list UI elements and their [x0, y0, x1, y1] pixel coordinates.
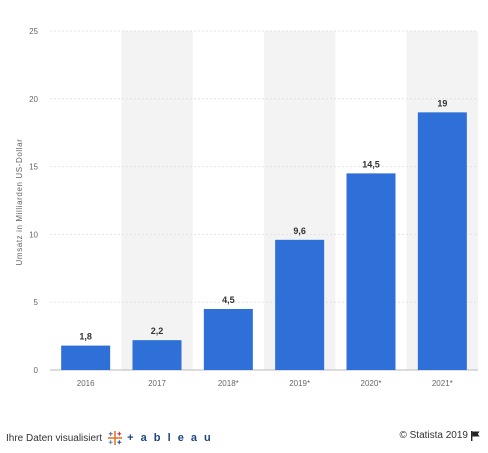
y-tick-label: 5 — [34, 298, 39, 307]
x-tick-label: 2018* — [218, 379, 239, 388]
tableau-cross-icon — [108, 431, 123, 445]
visualize-label: Ihre Daten visualisiert — [6, 432, 103, 444]
x-axis-ticks: 2016 2017 2018* 2019* 2020* 2021* — [77, 379, 453, 388]
bar[interactable] — [275, 239, 325, 370]
bar-value-label: 1,8 — [79, 332, 92, 342]
bar-value-label: 9,6 — [293, 226, 306, 236]
y-tick-label: 15 — [29, 163, 38, 172]
bar[interactable] — [61, 345, 111, 370]
bar-value-label: 14,5 — [362, 159, 380, 169]
grid-lines — [50, 30, 478, 371]
y-axis-label: Umsatz in Milliarden US-Dollar — [15, 139, 24, 266]
background-band — [121, 31, 193, 370]
y-tick-label: 25 — [29, 27, 38, 36]
x-tick-label: 2020* — [361, 379, 382, 388]
tableau-wordmark: + a b l e a u — [127, 432, 213, 444]
footer-copyright[interactable]: © Statista 2019 — [399, 430, 480, 441]
y-tick-label: 20 — [29, 95, 38, 104]
bar-value-label: 19 — [437, 98, 447, 108]
bar[interactable] — [203, 308, 253, 370]
bars — [61, 112, 467, 371]
copyright-text: © Statista 2019 — [399, 430, 468, 441]
x-tick-label: 2017 — [148, 379, 166, 388]
bar[interactable] — [346, 173, 396, 370]
bar[interactable] — [417, 112, 467, 371]
flag-icon — [471, 430, 480, 441]
value-labels: 1,8 2,2 4,5 9,6 14,5 19 — [79, 98, 447, 341]
y-tick-label: 10 — [29, 230, 38, 239]
bar[interactable] — [132, 340, 182, 370]
x-tick-label: 2016 — [77, 379, 95, 388]
bar-value-label: 2,2 — [151, 326, 164, 336]
x-tick-label: 2021* — [432, 379, 453, 388]
x-tick-label: 2019* — [289, 379, 310, 388]
y-tick-label: 0 — [34, 366, 39, 375]
y-axis-ticks: 0 5 10 15 20 25 — [29, 27, 38, 375]
footer-visualize[interactable]: Ihre Daten visualisiert + a b l e a u — [6, 430, 213, 446]
bar-value-label: 4,5 — [222, 295, 235, 305]
